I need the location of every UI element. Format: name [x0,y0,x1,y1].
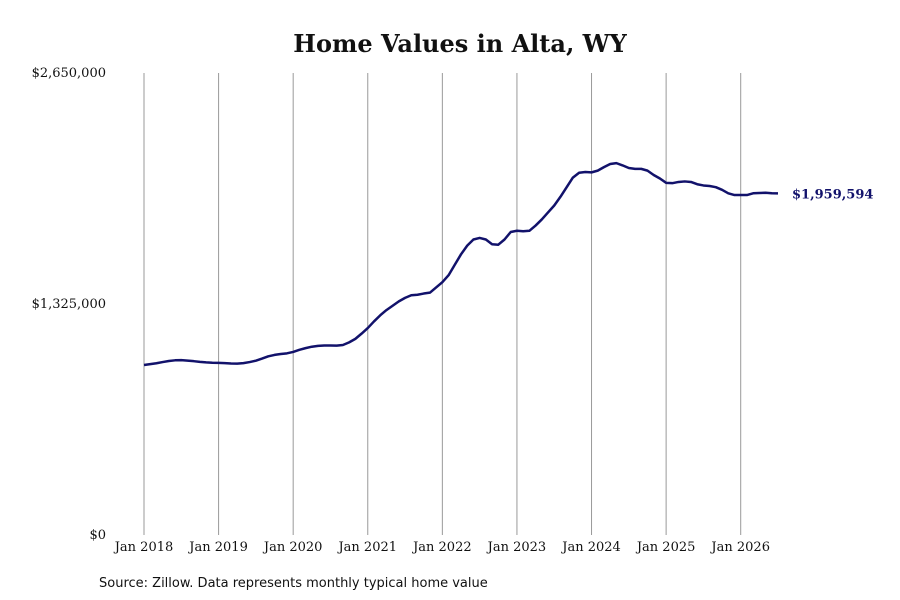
x-tick-label: Jan 2019 [187,540,248,555]
source-note: Source: Zillow. Data represents monthly … [99,576,488,591]
y-tick-label: $0 [89,528,106,543]
x-tick-label: Jan 2025 [635,540,696,555]
chart-title: Home Values in Alta, WY [293,29,627,58]
x-tick-label: Jan 2023 [486,540,547,555]
y-tick-label: $1,325,000 [32,297,106,312]
y-tick-label: $2,650,000 [32,66,106,81]
x-tick-label: Jan 2022 [411,540,472,555]
x-tick-label: Jan 2020 [262,540,323,555]
x-tick-label: Jan 2018 [113,540,174,555]
line [143,161,779,367]
x-tick-label: Jan 2024 [560,540,621,555]
x-tick-label: Jan 2021 [336,540,397,555]
x-tick-label: Jan 2026 [709,540,770,555]
value-label: $1,959,594 [792,187,873,202]
